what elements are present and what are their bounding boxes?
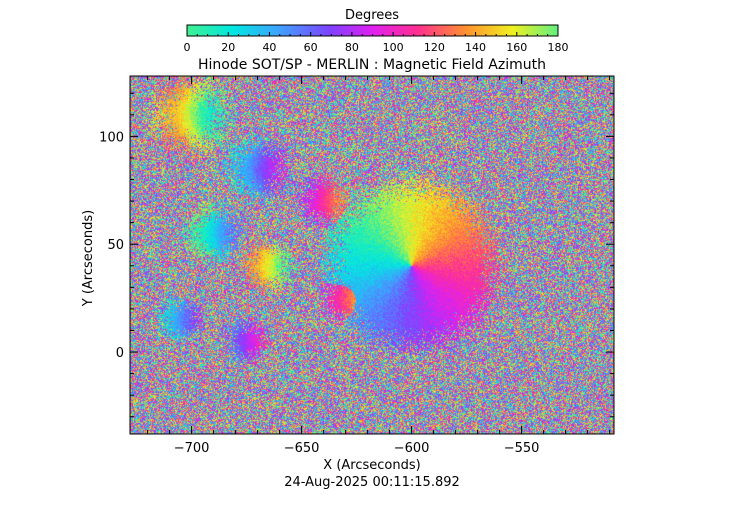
plot-frame bbox=[129, 75, 615, 435]
colorbar-tick-label: 0 bbox=[184, 41, 191, 54]
colorbar-tick-label: 80 bbox=[345, 41, 359, 54]
colorbar-tick-label: 40 bbox=[262, 41, 276, 54]
colorbar-tick-label: 160 bbox=[506, 41, 527, 54]
x-tick-label: −700 bbox=[174, 441, 210, 456]
colorbar-tick-label: 120 bbox=[424, 41, 445, 54]
x-tick-label: −600 bbox=[394, 441, 430, 456]
colorbar-tick-label: 140 bbox=[465, 41, 486, 54]
x-axis-label: X (Arcseconds) bbox=[323, 458, 420, 473]
y-tick-label: 100 bbox=[99, 130, 124, 145]
y-tick-label: 0 bbox=[116, 346, 124, 361]
y-axis-label: Y (Arcseconds) bbox=[81, 210, 96, 307]
colorbar-title: Degrees bbox=[345, 8, 399, 23]
x-tick-label: −650 bbox=[284, 441, 320, 456]
colorbar-tick-label: 20 bbox=[221, 41, 235, 54]
x-tick-label: −550 bbox=[504, 441, 540, 456]
colorbar-tick-label: 100 bbox=[383, 41, 404, 54]
colorbar-tick-label: 180 bbox=[548, 41, 569, 54]
chart-title: Hinode SOT/SP - MERLIN : Magnetic Field … bbox=[198, 57, 546, 73]
colorbar-ticks: 0 20 40 60 80 100 120 140 160 180 bbox=[184, 32, 569, 54]
y-axis-ticks: 0 50 100 bbox=[99, 92, 614, 418]
colorbar-tick-label: 60 bbox=[304, 41, 318, 54]
azimuth-map bbox=[130, 76, 614, 434]
timestamp: 24-Aug-2025 00:11:15.892 bbox=[284, 475, 460, 490]
x-axis-ticks: −700 −650 −600 −550 bbox=[147, 76, 611, 456]
azimuth-map-container bbox=[130, 76, 614, 434]
y-tick-label: 50 bbox=[107, 238, 124, 253]
